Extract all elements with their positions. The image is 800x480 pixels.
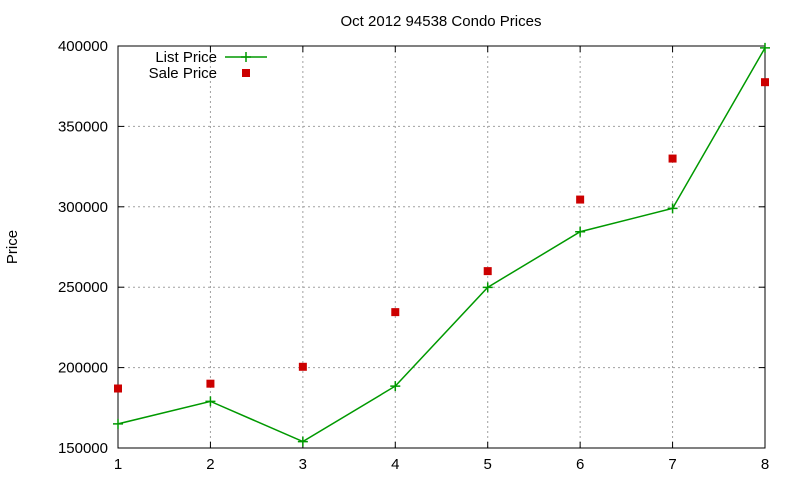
legend-swatch-marker <box>242 69 250 77</box>
x-tick-label: 3 <box>299 456 307 473</box>
y-axis-label: Price <box>4 230 21 264</box>
list-price-point <box>297 436 308 447</box>
list-price-point <box>575 226 586 237</box>
axis-ticks: 1 2 3 4 5 6 7 8 150000 200000 250000 300000 350000 40… <box>58 38 769 473</box>
series-layer <box>113 42 770 447</box>
x-tick-label: 6 <box>576 456 584 473</box>
x-tick-label: 5 <box>484 456 492 473</box>
list-price-point <box>482 282 493 293</box>
legend-label: Sale Price <box>149 65 217 82</box>
chart-title: Oct 2012 94538 Condo Prices <box>341 13 542 30</box>
sale-price-point <box>483 267 492 276</box>
x-tick-label: 1 <box>114 456 122 473</box>
y-tick-label: 300000 <box>58 199 108 216</box>
series-list-price <box>113 42 770 447</box>
y-tick-label: 400000 <box>58 38 108 55</box>
y-tick-label: 150000 <box>58 440 108 457</box>
x-tick-label: 7 <box>668 456 676 473</box>
x-tick-label: 2 <box>206 456 214 473</box>
list-price-point <box>205 396 216 407</box>
sale-price-point <box>298 362 307 371</box>
legend-swatch-marker <box>241 52 251 62</box>
plot-area-frame <box>117 45 766 449</box>
list-price-point <box>667 203 678 214</box>
sale-price-point <box>114 384 122 393</box>
x-tick-label: 4 <box>391 456 399 473</box>
list-price-point <box>113 418 123 429</box>
y-tick-label: 200000 <box>58 360 108 377</box>
sale-price-point <box>761 78 769 87</box>
grid-lines <box>118 46 765 448</box>
sale-price-point <box>206 379 215 388</box>
sale-price-point <box>668 154 677 163</box>
list-price-line <box>117 47 766 443</box>
list-price-point <box>390 381 401 392</box>
y-tick-label: 250000 <box>58 279 108 296</box>
y-tick-label: 350000 <box>58 118 108 135</box>
sale-price-point <box>391 308 400 317</box>
x-tick-label: 8 <box>761 456 769 473</box>
series-sale-price <box>114 78 769 393</box>
list-price-point <box>760 42 770 53</box>
sale-price-point <box>576 195 585 204</box>
legend-label: List Price <box>155 49 217 66</box>
